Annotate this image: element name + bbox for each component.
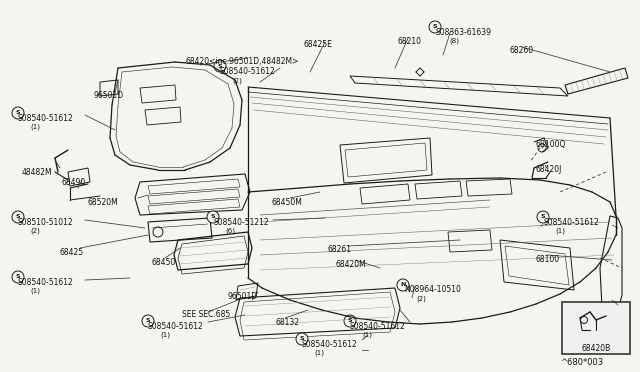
Text: (1): (1) bbox=[362, 332, 372, 339]
Circle shape bbox=[537, 211, 549, 223]
Text: SEE SEC.685: SEE SEC.685 bbox=[182, 310, 230, 319]
Circle shape bbox=[207, 211, 219, 223]
Text: 6B100Q: 6B100Q bbox=[535, 140, 565, 149]
Text: (8): (8) bbox=[449, 38, 459, 45]
Text: 68420B: 68420B bbox=[581, 344, 611, 353]
Text: N: N bbox=[400, 282, 406, 288]
Text: ^680*003: ^680*003 bbox=[560, 358, 603, 367]
Text: 68100: 68100 bbox=[535, 255, 559, 264]
Text: 96501D: 96501D bbox=[228, 292, 258, 301]
Text: S08363-61639: S08363-61639 bbox=[435, 28, 491, 37]
Text: 68420M: 68420M bbox=[335, 260, 365, 269]
Bar bbox=[562, 302, 630, 354]
Text: 96501D: 96501D bbox=[93, 91, 123, 100]
Text: 68420<inc.96501D,48482M>: 68420<inc.96501D,48482M> bbox=[185, 57, 298, 66]
Text: S: S bbox=[433, 25, 437, 29]
Text: 68425: 68425 bbox=[60, 248, 84, 257]
Text: S08540-51612: S08540-51612 bbox=[543, 218, 599, 227]
Text: S08540-51612: S08540-51612 bbox=[18, 114, 74, 123]
Text: S08540-51612: S08540-51612 bbox=[302, 340, 358, 349]
Text: (2): (2) bbox=[30, 228, 40, 234]
Text: 68132: 68132 bbox=[276, 318, 300, 327]
Text: S: S bbox=[218, 64, 222, 68]
Circle shape bbox=[214, 60, 226, 72]
Circle shape bbox=[12, 211, 24, 223]
Text: 68520M: 68520M bbox=[88, 198, 119, 207]
Text: S: S bbox=[541, 215, 545, 219]
Text: (1): (1) bbox=[30, 124, 40, 131]
Text: (1): (1) bbox=[555, 228, 565, 234]
Text: (1): (1) bbox=[160, 332, 170, 339]
Circle shape bbox=[142, 315, 154, 327]
Text: S08510-51012: S08510-51012 bbox=[18, 218, 74, 227]
Text: S08540-51612: S08540-51612 bbox=[350, 322, 406, 331]
Text: 68450: 68450 bbox=[152, 258, 176, 267]
Text: 68425E: 68425E bbox=[303, 40, 332, 49]
Text: 68450M: 68450M bbox=[272, 198, 303, 207]
Circle shape bbox=[429, 21, 441, 33]
Circle shape bbox=[296, 333, 308, 345]
Text: (6): (6) bbox=[225, 228, 235, 234]
Text: 68420J: 68420J bbox=[535, 165, 561, 174]
Text: (1): (1) bbox=[314, 350, 324, 356]
Text: (2): (2) bbox=[232, 77, 242, 83]
Text: 68490: 68490 bbox=[62, 178, 86, 187]
Text: S: S bbox=[348, 318, 352, 324]
Text: 68261: 68261 bbox=[328, 245, 352, 254]
Text: S08540-51612: S08540-51612 bbox=[220, 67, 276, 76]
Text: S08540-51612: S08540-51612 bbox=[148, 322, 204, 331]
Text: (1): (1) bbox=[30, 288, 40, 295]
Text: S: S bbox=[16, 215, 20, 219]
Text: S: S bbox=[146, 318, 150, 324]
Text: S08540-51212: S08540-51212 bbox=[213, 218, 269, 227]
Text: S08540-51612: S08540-51612 bbox=[18, 278, 74, 287]
Circle shape bbox=[397, 279, 409, 291]
Circle shape bbox=[12, 107, 24, 119]
Text: 68260: 68260 bbox=[510, 46, 534, 55]
Text: S: S bbox=[16, 275, 20, 279]
Text: 68210: 68210 bbox=[398, 37, 422, 46]
Text: N08964-10510: N08964-10510 bbox=[404, 285, 461, 294]
Circle shape bbox=[12, 271, 24, 283]
Text: S: S bbox=[211, 215, 215, 219]
Circle shape bbox=[344, 315, 356, 327]
Text: (2): (2) bbox=[416, 295, 426, 301]
Text: S: S bbox=[300, 337, 304, 341]
Text: 48482M: 48482M bbox=[22, 168, 52, 177]
Text: S: S bbox=[16, 110, 20, 115]
